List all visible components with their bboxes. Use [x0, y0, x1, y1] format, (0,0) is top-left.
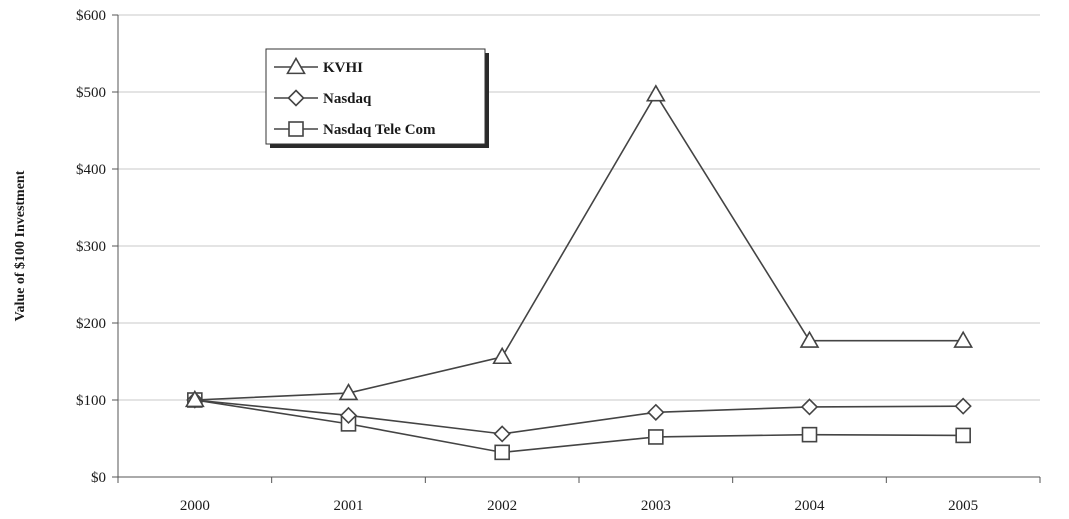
data-point-triangle	[492, 346, 513, 365]
y-tick-label: $0	[91, 470, 106, 486]
legend-item: Nasdaq	[274, 89, 372, 107]
y-tick-label: $300	[76, 239, 106, 255]
data-point-square	[801, 426, 818, 443]
data-point-diamond	[339, 406, 358, 425]
legend-marker-square	[288, 121, 304, 137]
data-point-diamond	[954, 397, 972, 415]
data-point-triangle	[645, 84, 666, 102]
legend-label: Nasdaq Tele Com	[323, 122, 436, 138]
data-point-diamond	[493, 425, 511, 443]
data-point-triangle	[953, 330, 974, 348]
grid-lines	[118, 14, 1040, 401]
legend-marker-diamond	[287, 89, 305, 107]
legend-marker-triangle	[286, 56, 306, 75]
series-line	[194, 92, 964, 401]
axes	[112, 14, 1041, 483]
series-nasdaq-tele-com	[187, 392, 971, 461]
series-line	[194, 399, 964, 435]
series-kvhi	[184, 84, 974, 408]
x-tick-label: 2004	[795, 498, 826, 514]
y-tick-label: $500	[76, 85, 106, 101]
x-tick-label: 2002	[487, 498, 517, 514]
y-tick-label: $100	[76, 393, 106, 409]
data-point-triangle	[799, 330, 820, 348]
legend-item: KVHI	[274, 56, 363, 76]
data-point-square	[955, 427, 971, 444]
legend: KVHI Nasdaq Nasdaq Tele Com	[265, 48, 489, 148]
y-tick-labels: $0 $100 $200 $300 $400 $500 $600	[76, 8, 106, 486]
y-tick-label: $400	[76, 162, 106, 178]
series	[184, 84, 974, 461]
legend-label: Nasdaq	[323, 91, 372, 107]
y-tick-label: $200	[76, 316, 106, 332]
x-tick-label: 2001	[334, 498, 364, 514]
data-point-triangle	[338, 382, 359, 401]
data-point-square	[648, 429, 664, 445]
y-axis-label: Value of $100 Investment	[13, 170, 28, 321]
x-tick-labels: 2000 2001 2002 2003 2004 2005	[180, 498, 978, 514]
legend-label: KVHI	[323, 60, 363, 76]
x-tick-label: 2005	[948, 498, 978, 514]
data-point-square	[494, 444, 510, 461]
x-tick-label: 2000	[180, 498, 210, 514]
series-line	[194, 399, 964, 454]
data-point-diamond	[647, 403, 665, 421]
legend-item: Nasdaq Tele Com	[274, 121, 436, 138]
y-tick-label: $600	[76, 8, 106, 24]
x-tick-label: 2003	[641, 498, 671, 514]
data-point-diamond	[800, 398, 819, 416]
data-point-triangle	[184, 389, 205, 408]
series-nasdaq	[186, 391, 972, 443]
